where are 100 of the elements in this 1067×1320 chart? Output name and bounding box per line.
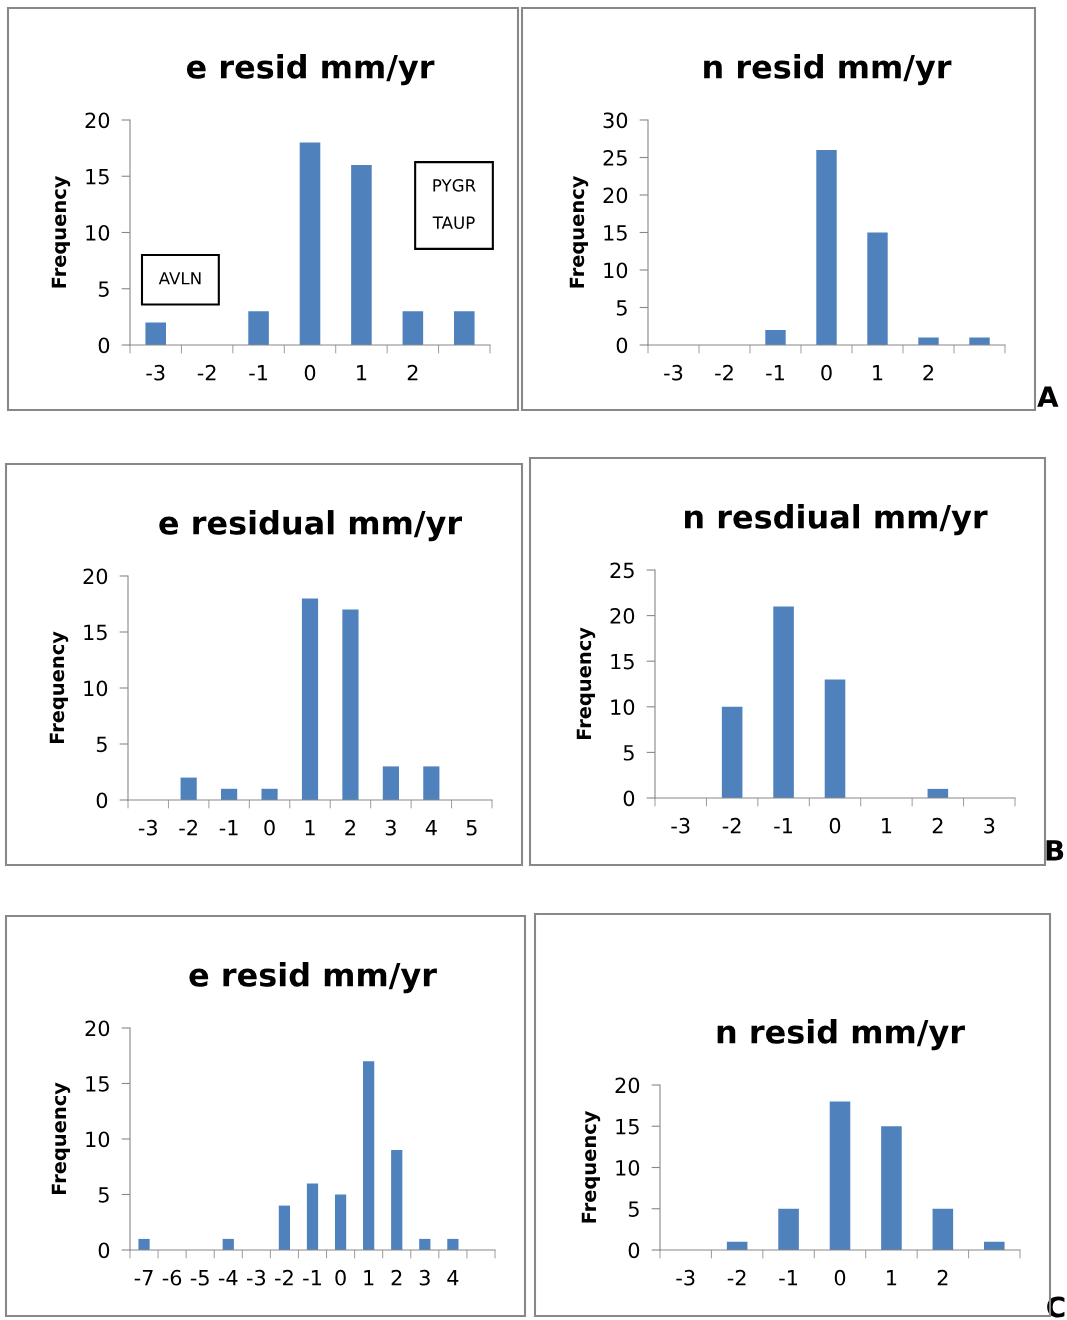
- bar: [773, 606, 794, 798]
- x-tick-label: 5: [466, 820, 477, 836]
- bar: [391, 1150, 403, 1250]
- bar: [301, 598, 319, 800]
- y-tick-label: 20: [85, 1020, 110, 1037]
- text: B: [1046, 840, 1064, 861]
- y-tick-label: 10: [86, 224, 110, 241]
- y-tick-label: 20: [85, 112, 110, 129]
- x-tick-label: 1: [873, 365, 883, 381]
- x-tick-label: -3: [671, 817, 690, 834]
- x-tick-label: -3: [676, 1269, 695, 1286]
- x-tick-label: -2: [715, 364, 733, 381]
- chart-title: n resdiual mm/yr: [685, 504, 988, 536]
- bar: [138, 1238, 150, 1250]
- bar: [248, 311, 269, 345]
- y-tick-label: 15: [616, 1118, 639, 1135]
- x-tick-label: 1: [305, 820, 315, 836]
- x-tick-label: 1: [882, 818, 892, 834]
- bar: [778, 1208, 799, 1250]
- x-tick-label: -6: [162, 1269, 182, 1286]
- bar: [382, 766, 399, 800]
- x-tick-label: 4: [447, 1270, 459, 1286]
- bar: [342, 609, 359, 800]
- x-tick-label: 2: [345, 819, 355, 836]
- bar: [816, 150, 837, 345]
- bar: [824, 679, 846, 798]
- chart-title: n resid mm/yr: [704, 54, 952, 86]
- x-tick-label: -7: [134, 1270, 153, 1286]
- x-tick-label: -3: [664, 364, 683, 381]
- y-tick-label: 10: [604, 262, 628, 279]
- x-tick-label: 0: [834, 1269, 846, 1286]
- y-tick-label: 0: [628, 1242, 640, 1259]
- y-tick-label: 20: [603, 187, 628, 204]
- x-tick-label: -1: [779, 1270, 798, 1286]
- bar: [180, 777, 197, 800]
- x-tick-label: -2: [727, 1269, 746, 1286]
- x-tick-label: 2: [391, 1269, 402, 1286]
- y-tick-label: 5: [98, 1187, 109, 1203]
- bar: [306, 1183, 319, 1250]
- y-axis-title: Frequency: [569, 175, 589, 288]
- y-tick-label: 0: [98, 1242, 110, 1259]
- y-tick-label: 20: [615, 1077, 640, 1094]
- y-axis-title: Frequency: [49, 631, 69, 744]
- y-tick-label: 5: [98, 281, 109, 297]
- x-tick-label: -2: [179, 819, 197, 836]
- text: A: [1037, 386, 1059, 407]
- bar: [145, 322, 166, 345]
- bar: [829, 1101, 851, 1250]
- y-axis-title: Frequency: [581, 1110, 601, 1223]
- y-axis-title: Frequency: [51, 175, 71, 288]
- x-tick-label: -5: [190, 1270, 209, 1286]
- x-tick-label: 3: [419, 1269, 430, 1286]
- y-tick-label: 10: [616, 1159, 640, 1176]
- y-tick-label: 5: [96, 736, 107, 753]
- x-tick-label: 0: [264, 819, 275, 836]
- chart-title: e residual mm/yr: [159, 510, 463, 542]
- x-tick-label: -1: [766, 365, 784, 381]
- x-tick-label: 0: [304, 364, 316, 381]
- x-tick-label: -1: [774, 818, 793, 834]
- chart-title: n resid mm/yr: [717, 1019, 965, 1051]
- bar: [363, 1061, 375, 1250]
- y-axis-title: Frequency: [576, 627, 596, 740]
- y-tick-label: 0: [98, 337, 110, 354]
- y-tick-label: 15: [611, 653, 634, 670]
- bar: [881, 1126, 902, 1250]
- chart-title: e resid mm/yr: [186, 54, 435, 86]
- y-tick-label: 0: [616, 337, 628, 354]
- x-tick-label: 1: [357, 365, 367, 381]
- y-tick-label: 5: [628, 1201, 639, 1217]
- x-tick-label: -2: [275, 1269, 293, 1286]
- bar: [278, 1205, 291, 1250]
- x-tick-label: 0: [829, 817, 841, 834]
- annotation: AVLN: [158, 272, 201, 285]
- y-tick-label: 0: [623, 790, 635, 807]
- x-tick-label: -1: [219, 820, 238, 836]
- x-tick-label: 3: [385, 819, 396, 836]
- x-tick-label: -2: [197, 364, 216, 381]
- y-tick-label: 20: [83, 568, 108, 585]
- x-tick-label: -1: [249, 365, 268, 381]
- bar: [402, 311, 424, 345]
- y-tick-label: 0: [96, 792, 108, 809]
- x-tick-label: 2: [937, 1269, 948, 1286]
- x-tick-label: 0: [335, 1269, 346, 1286]
- y-tick-label: 20: [610, 608, 635, 624]
- text: PYGR TAUP: [432, 179, 476, 229]
- bar: [867, 232, 888, 345]
- y-tick-label: 15: [86, 168, 109, 185]
- x-tick-label: -1: [303, 1270, 321, 1286]
- x-tick-label: -3: [146, 364, 165, 381]
- x-tick-label: 2: [407, 364, 418, 381]
- x-tick-label: 1: [887, 1270, 897, 1286]
- bar: [261, 788, 278, 800]
- bar: [423, 766, 440, 800]
- y-tick-label: 15: [604, 225, 627, 241]
- bar: [454, 311, 475, 345]
- bar: [334, 1194, 347, 1250]
- y-axis-title: Frequency: [51, 1082, 71, 1195]
- x-tick-label: -2: [722, 817, 741, 834]
- y-tick-label: 5: [616, 300, 627, 316]
- y-tick-label: 15: [86, 1076, 109, 1092]
